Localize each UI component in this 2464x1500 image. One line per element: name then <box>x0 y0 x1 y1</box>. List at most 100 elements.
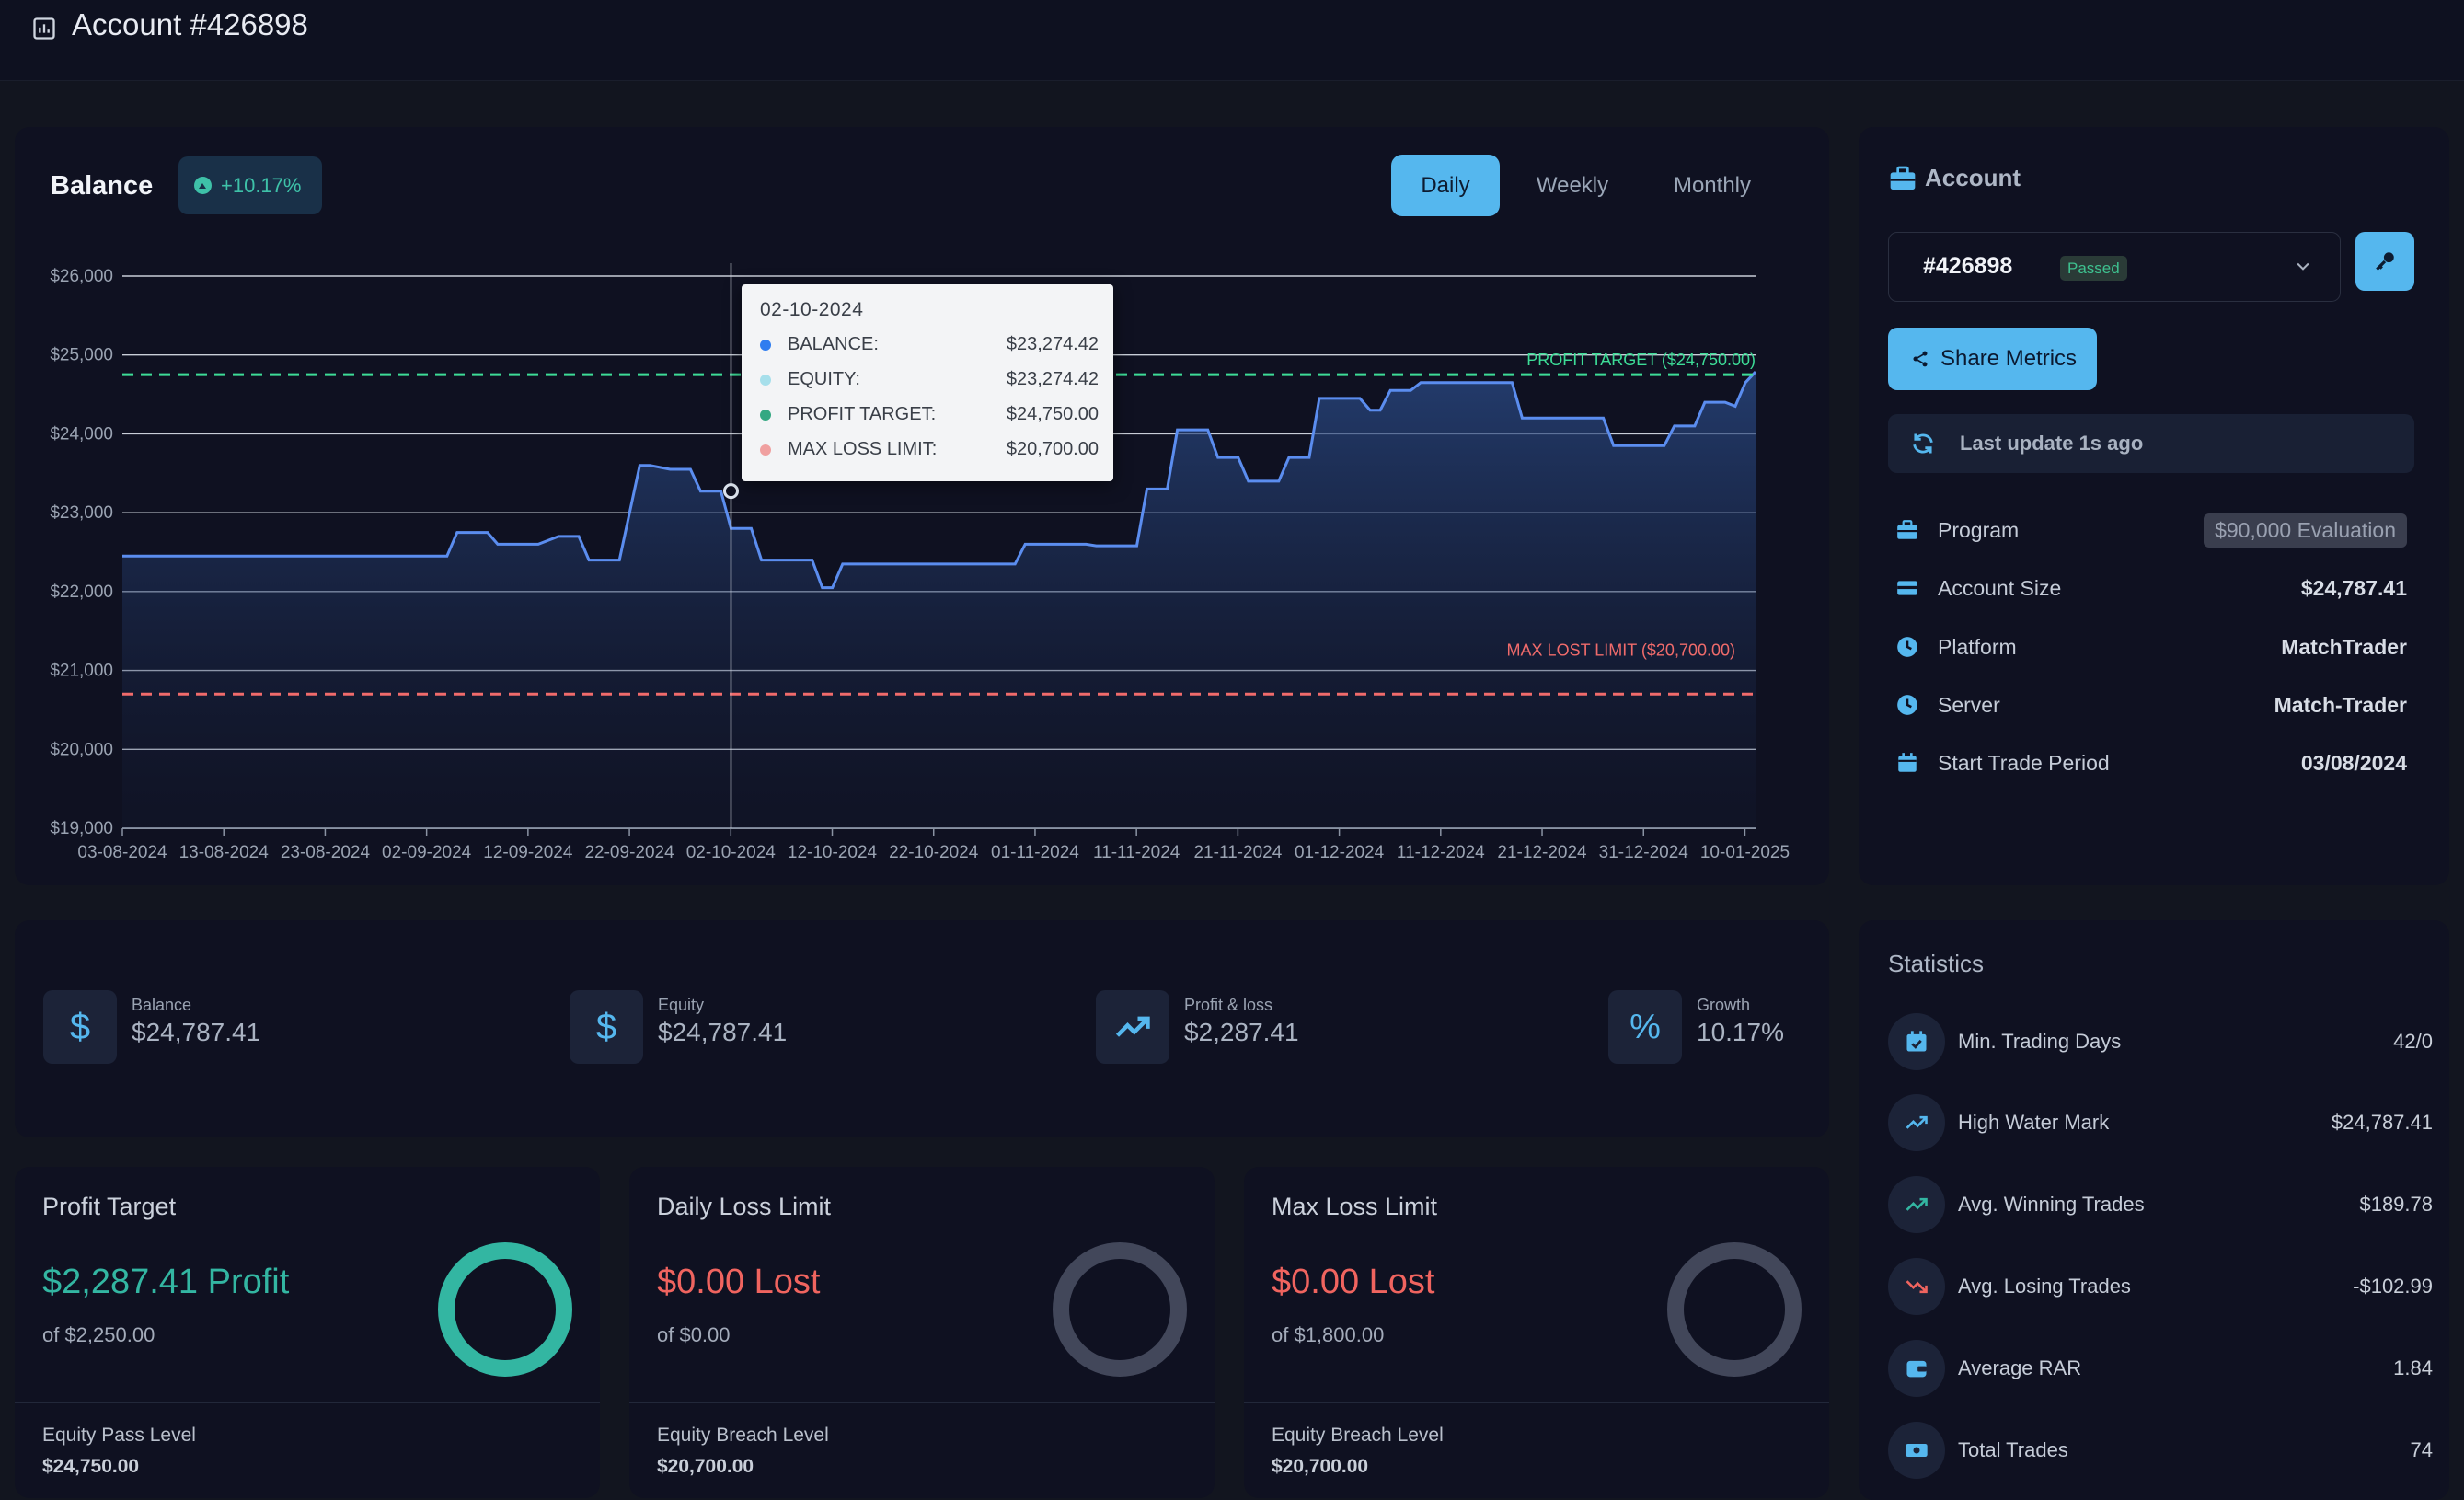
statistics-card: Statistics Min. Trading Days 42/0 High W… <box>1859 920 2449 1500</box>
progress-ring <box>1053 1242 1187 1377</box>
x-tick-label: 12-10-2024 <box>788 843 878 862</box>
tooltip-row-profit-target: PROFIT TARGET: $24,750.00 <box>760 404 1099 425</box>
growth-badge-value: +10.17% <box>221 173 302 197</box>
account-card: Account #426898 Passed Share Metrics Las… <box>1859 127 2449 885</box>
tooltip-label: EQUITY: <box>788 369 860 389</box>
x-tick-label: 13-08-2024 <box>179 843 270 862</box>
statistics-title: Statistics <box>1888 950 1985 977</box>
legend-dot-profit-target <box>760 409 771 421</box>
info-value: 03/08/2024 <box>2300 750 2407 775</box>
metric-label: Equity <box>658 996 705 1014</box>
hover-point <box>722 483 739 500</box>
metric-value: $24,787.41 <box>132 1018 261 1046</box>
metric-value: $2,287.41 <box>1184 1018 1299 1046</box>
tooltip-label: MAX LOSS LIMIT: <box>788 439 938 459</box>
x-tick-label: 22-09-2024 <box>584 843 674 862</box>
page-title: Account #426898 <box>72 7 308 41</box>
equity-level-label: Equity Breach Level <box>1272 1425 1444 1446</box>
tooltip-date: 02-10-2024 <box>760 299 864 320</box>
stat-value: 74 <box>2410 1438 2433 1461</box>
cash-icon <box>1888 1422 1945 1479</box>
daily-loss-limit-card: Daily Loss Limit $0.00 Lost of $0.00 Equ… <box>629 1167 1215 1498</box>
period-monthly-button[interactable]: Monthly <box>1673 172 1752 198</box>
stat-label: High Water Mark <box>1958 1111 2110 1134</box>
progress-ring <box>1667 1242 1802 1377</box>
limit-value: $0.00 Lost <box>657 1263 821 1301</box>
stat-label: Avg. Winning Trades <box>1958 1193 2145 1216</box>
equity-level-value: $20,700.00 <box>657 1456 754 1477</box>
x-tick-label: 12-09-2024 <box>483 843 573 862</box>
last-update-bar: Last update 1s ago <box>1888 414 2414 473</box>
x-tick-label: 10-01-2025 <box>1700 843 1790 862</box>
key-icon <box>2376 252 2394 271</box>
x-tick-label: 21-12-2024 <box>1497 843 1587 862</box>
info-label: Program <box>1938 517 2020 542</box>
period-daily-button[interactable]: Daily <box>1391 155 1500 216</box>
limit-title: Daily Loss Limit <box>657 1193 832 1220</box>
metrics-strip: $ Balance $24,787.41 $ Equity $24,787.41… <box>15 920 1829 1137</box>
top-bar: Account #426898 <box>0 0 2464 81</box>
stat-value: -$102.99 <box>2353 1275 2433 1298</box>
stat-label: Avg. Losing Trades <box>1958 1275 2131 1298</box>
x-tick-label: 03-08-2024 <box>77 843 167 862</box>
x-tick-label: 11-12-2024 <box>1397 843 1485 862</box>
equity-level-label: Equity Pass Level <box>42 1425 196 1446</box>
stat-row-average-rar: Average RAR 1.84 <box>1888 1340 2433 1397</box>
y-tick-label: $26,000 <box>50 267 113 286</box>
info-row-platform: Platform MatchTrader <box>1895 629 2407 665</box>
share-icon <box>1913 351 1928 367</box>
briefcase-icon <box>1897 520 1917 539</box>
info-value: Match-Trader <box>2274 692 2407 717</box>
y-tick-label: $23,000 <box>50 503 113 523</box>
limit-title: Max Loss Limit <box>1272 1193 1438 1220</box>
x-tick-label: 02-10-2024 <box>686 843 777 862</box>
tooltip-label: PROFIT TARGET: <box>788 404 937 424</box>
last-update-text: Last update 1s ago <box>1960 432 2144 455</box>
x-tick-label: 21-11-2024 <box>1193 843 1282 862</box>
period-weekly-button[interactable]: Weekly <box>1536 172 1609 198</box>
info-label: Platform <box>1938 634 2017 659</box>
max-loss-limit-card: Max Loss Limit $0.00 Lost of $1,800.00 E… <box>1244 1167 1829 1498</box>
dollar-icon: $ <box>43 990 117 1064</box>
info-label: Account Size <box>1938 575 2062 600</box>
balance-chart[interactable]: PROFIT TARGET ($24,750.00) MAX LOST LIMIT… <box>15 127 1829 885</box>
chart-tooltip: 02-10-2024 BALANCE: $23,274.42 EQUITY: $… <box>742 284 1113 481</box>
divider <box>629 1402 1215 1403</box>
wallet-icon <box>1888 1340 1945 1397</box>
limit-of: of $0.00 <box>657 1323 731 1346</box>
stat-row-avg-winning-trades: Avg. Winning Trades $189.78 <box>1888 1176 2433 1233</box>
stat-label: Total Trades <box>1958 1438 2068 1461</box>
x-tick-label: 01-12-2024 <box>1295 843 1385 862</box>
balance-area <box>122 372 1756 828</box>
legend-dot-equity <box>760 374 771 386</box>
limit-title: Profit Target <box>42 1193 177 1220</box>
tooltip-row-max-loss: MAX LOSS LIMIT: $20,700.00 <box>760 439 1099 460</box>
dollar-icon: $ <box>570 990 643 1064</box>
progress-ring <box>438 1242 572 1377</box>
stat-row-min-trading-days: Min. Trading Days 42/0 <box>1888 1013 2433 1070</box>
chevron-down-icon <box>2297 262 2309 271</box>
max-loss-label: MAX LOST LIMIT ($20,700.00) <box>1507 640 1735 659</box>
key-button[interactable] <box>2355 232 2414 291</box>
tooltip-label: BALANCE: <box>788 334 879 354</box>
program-badge: $90,000 Evaluation <box>2204 513 2407 548</box>
metric-value: $24,787.41 <box>658 1018 788 1046</box>
info-row-start-trade-period: Start Trade Period 03/08/2024 <box>1895 744 2407 781</box>
y-tick-label: $19,000 <box>50 819 113 838</box>
balance-title: Balance <box>51 171 154 201</box>
divider <box>15 1402 600 1403</box>
stat-value: $189.78 <box>2359 1193 2433 1216</box>
tooltip-row-balance: BALANCE: $23,274.42 <box>760 334 1099 355</box>
tooltip-value: $23,274.42 <box>1006 369 1099 389</box>
stat-value: 42/0 <box>2393 1030 2433 1053</box>
metric-label: Growth <box>1697 996 1751 1014</box>
stat-label: Average RAR <box>1958 1356 2082 1379</box>
stat-row-high-water-mark: High Water Mark $24,787.41 <box>1888 1094 2433 1151</box>
info-label: Start Trade Period <box>1938 750 2110 775</box>
account-select[interactable]: #426898 Passed <box>1888 232 2341 302</box>
limit-value: $0.00 Lost <box>1272 1263 1435 1301</box>
share-metrics-button[interactable]: Share Metrics <box>1888 328 2097 390</box>
calendar-check-icon <box>1888 1013 1945 1070</box>
trend-down-icon <box>1888 1258 1945 1315</box>
refresh-icon[interactable] <box>1910 431 1936 456</box>
